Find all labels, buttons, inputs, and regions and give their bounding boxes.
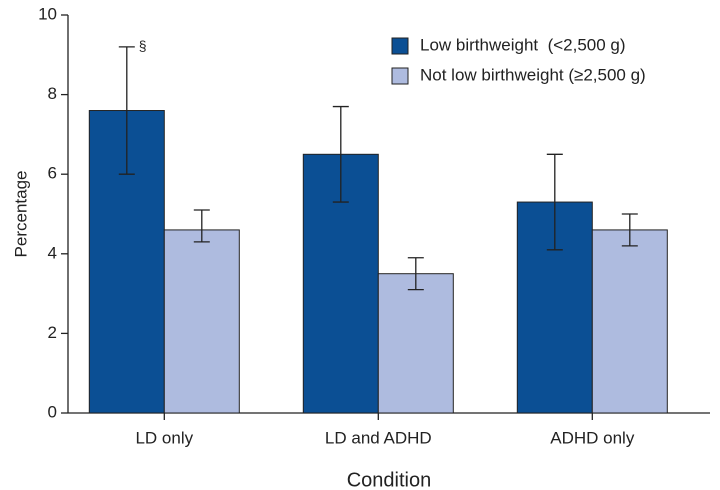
error-bar: [407, 257, 424, 291]
x-tick-label: LD and ADHD: [325, 428, 432, 447]
bar: [163, 229, 240, 414]
legend-label: Low birthweight (<2,500 g): [420, 35, 626, 54]
x-tick-label: LD only: [135, 428, 193, 447]
y-tick-label: 2: [48, 323, 57, 342]
error-bar: [193, 209, 210, 243]
y-tick-label: 4: [48, 243, 57, 262]
bar: [591, 229, 668, 414]
error-bar: [546, 153, 563, 251]
y-tick-label: 6: [48, 164, 57, 183]
bar: [377, 273, 454, 414]
y-tick-label: 10: [38, 4, 57, 23]
y-tick-label: 8: [48, 84, 57, 103]
y-axis-label: Percentage: [11, 171, 30, 258]
x-axis-label: Condition: [347, 469, 432, 490]
error-bar: [332, 105, 349, 203]
annotation: §: [139, 38, 147, 54]
legend-label: Not low birthweight (≥2,500 g): [420, 65, 646, 84]
legend-swatch: [391, 37, 409, 55]
error-bar: [118, 46, 135, 175]
legend-swatch: [391, 67, 409, 85]
error-bar: [621, 213, 638, 247]
y-tick-label: 0: [48, 402, 57, 421]
x-tick-label: ADHD only: [550, 428, 635, 447]
